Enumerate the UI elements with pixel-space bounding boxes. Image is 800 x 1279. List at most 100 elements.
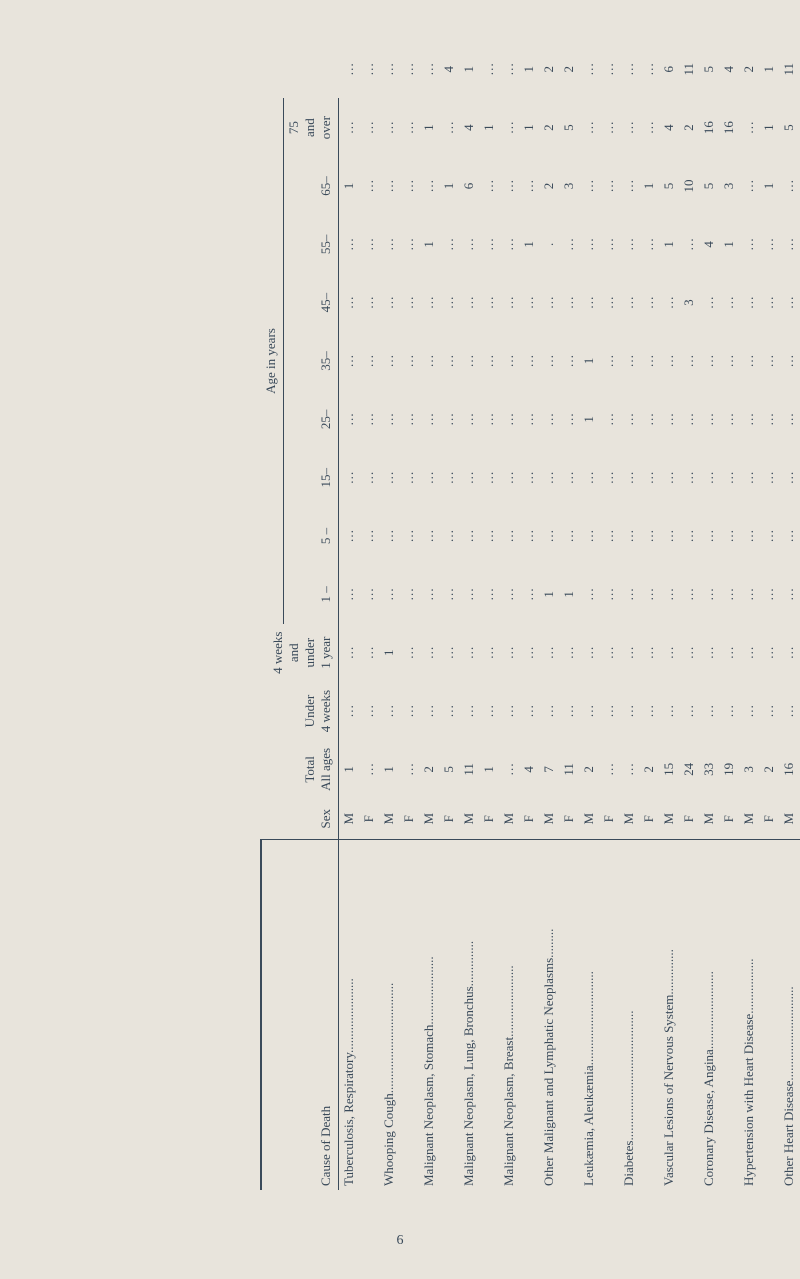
cell-value: 1 — [479, 740, 499, 798]
header-row-groups: Cause of Death Sex TotalAll ages Under4 … — [261, 40, 284, 1190]
cell-value: 1 — [439, 157, 459, 215]
cell-value: … — [679, 215, 699, 273]
cell-value: … — [779, 624, 799, 682]
cell-value: … — [559, 507, 579, 565]
cell-value: … — [399, 682, 419, 740]
table-row: F………………………………… — [359, 40, 379, 1190]
cell-value: 1 — [419, 215, 439, 273]
cell-value: … — [619, 215, 639, 273]
cell-value: … — [339, 390, 360, 448]
cell-value: 24 — [679, 740, 699, 798]
cell-value: … — [579, 98, 599, 156]
cell-value: 2 — [539, 40, 559, 98]
cell-value: … — [479, 449, 499, 507]
cell-value: 15 — [659, 740, 679, 798]
cell-value: … — [659, 624, 679, 682]
cell-cause — [559, 839, 579, 1190]
cell-value: … — [459, 624, 479, 682]
cell-value: … — [419, 449, 439, 507]
cell-value: 1 — [519, 98, 539, 156]
cell-value: … — [739, 449, 759, 507]
table-header: Cause of Death Sex TotalAll ages Under4 … — [261, 40, 339, 1190]
cell-value: … — [539, 507, 559, 565]
col-age-65: 65– — [284, 157, 339, 215]
table-row: Hypertension with Heart Disease.........… — [739, 40, 759, 1190]
cell-value: … — [779, 390, 799, 448]
col-age-35: 35– — [284, 332, 339, 390]
cell-value: … — [739, 390, 759, 448]
cell-value: … — [459, 332, 479, 390]
cell-value: … — [599, 40, 619, 98]
cell-value: 2 — [759, 740, 779, 798]
cell-value: … — [559, 273, 579, 331]
cell-value: … — [599, 565, 619, 623]
cell-value: … — [539, 449, 559, 507]
cell-value: 2 — [579, 740, 599, 798]
cell-value: … — [659, 273, 679, 331]
cell-value: … — [659, 565, 679, 623]
cell-sex: M — [539, 799, 559, 840]
cell-value: … — [619, 273, 639, 331]
cell-value: … — [519, 332, 539, 390]
cell-value: … — [499, 682, 519, 740]
cell-cause: Malignant Neoplasm, Stomach.............… — [419, 839, 439, 1190]
cell-value: … — [619, 624, 639, 682]
cell-value: … — [359, 273, 379, 331]
cell-value: … — [639, 273, 659, 331]
cell-value: … — [599, 740, 619, 798]
col-total: TotalAll ages — [261, 740, 339, 798]
table-row: Other Malignant and Lymphatic Neoplasms.… — [539, 40, 559, 1190]
cell-value: … — [599, 507, 619, 565]
cell-value: … — [379, 449, 399, 507]
table-row: Tuberculosis, Respiratory...............… — [339, 40, 360, 1190]
cell-value: … — [419, 332, 439, 390]
cell-value: 5 — [779, 98, 799, 156]
cell-value: … — [639, 40, 659, 98]
cell-sex: M — [659, 799, 679, 840]
cell-value: … — [439, 624, 459, 682]
cell-sex: F — [519, 799, 539, 840]
cell-value: … — [539, 273, 559, 331]
cell-sex: F — [639, 799, 659, 840]
col-under-4-weeks: Under4 weeks — [261, 682, 339, 740]
cell-value: … — [659, 682, 679, 740]
cell-value: … — [639, 215, 659, 273]
cell-value: … — [419, 682, 439, 740]
cell-value: … — [379, 682, 399, 740]
cell-value: … — [519, 565, 539, 623]
cell-value: … — [499, 98, 519, 156]
cell-value: 1 — [479, 98, 499, 156]
col-age-5: 5 – — [284, 507, 339, 565]
col-4w-1y: 4 weeksand under1 year — [261, 624, 339, 682]
cell-value: 3 — [559, 157, 579, 215]
col-age-45: 45– — [284, 273, 339, 331]
cell-cause — [359, 839, 379, 1190]
cell-value: 11 — [559, 740, 579, 798]
cell-value: … — [679, 507, 699, 565]
cell-value: … — [739, 682, 759, 740]
cell-value: … — [759, 390, 779, 448]
cell-value: 1 — [379, 740, 399, 798]
cell-value: … — [679, 682, 699, 740]
cell-value: … — [639, 98, 659, 156]
cell-sex: M — [459, 799, 479, 840]
cell-value: … — [739, 273, 759, 331]
table-body: Tuberculosis, Respiratory...............… — [339, 40, 800, 1190]
cell-value: … — [659, 449, 679, 507]
cell-value: … — [499, 273, 519, 331]
cell-cause — [479, 839, 499, 1190]
cell-value: 19 — [719, 740, 739, 798]
cell-value: … — [559, 682, 579, 740]
col-age-15: 15– — [284, 449, 339, 507]
cell-cause: Malignant Neoplasm, Breast..............… — [499, 839, 519, 1190]
cell-value: … — [739, 215, 759, 273]
cell-sex: M — [339, 799, 360, 840]
cell-value: … — [699, 390, 719, 448]
cell-value: … — [679, 390, 699, 448]
cell-value: 1 — [759, 157, 779, 215]
cell-value: … — [439, 390, 459, 448]
cell-value: … — [559, 449, 579, 507]
cell-value: … — [779, 332, 799, 390]
cell-value: … — [339, 507, 360, 565]
cell-value: … — [699, 273, 719, 331]
